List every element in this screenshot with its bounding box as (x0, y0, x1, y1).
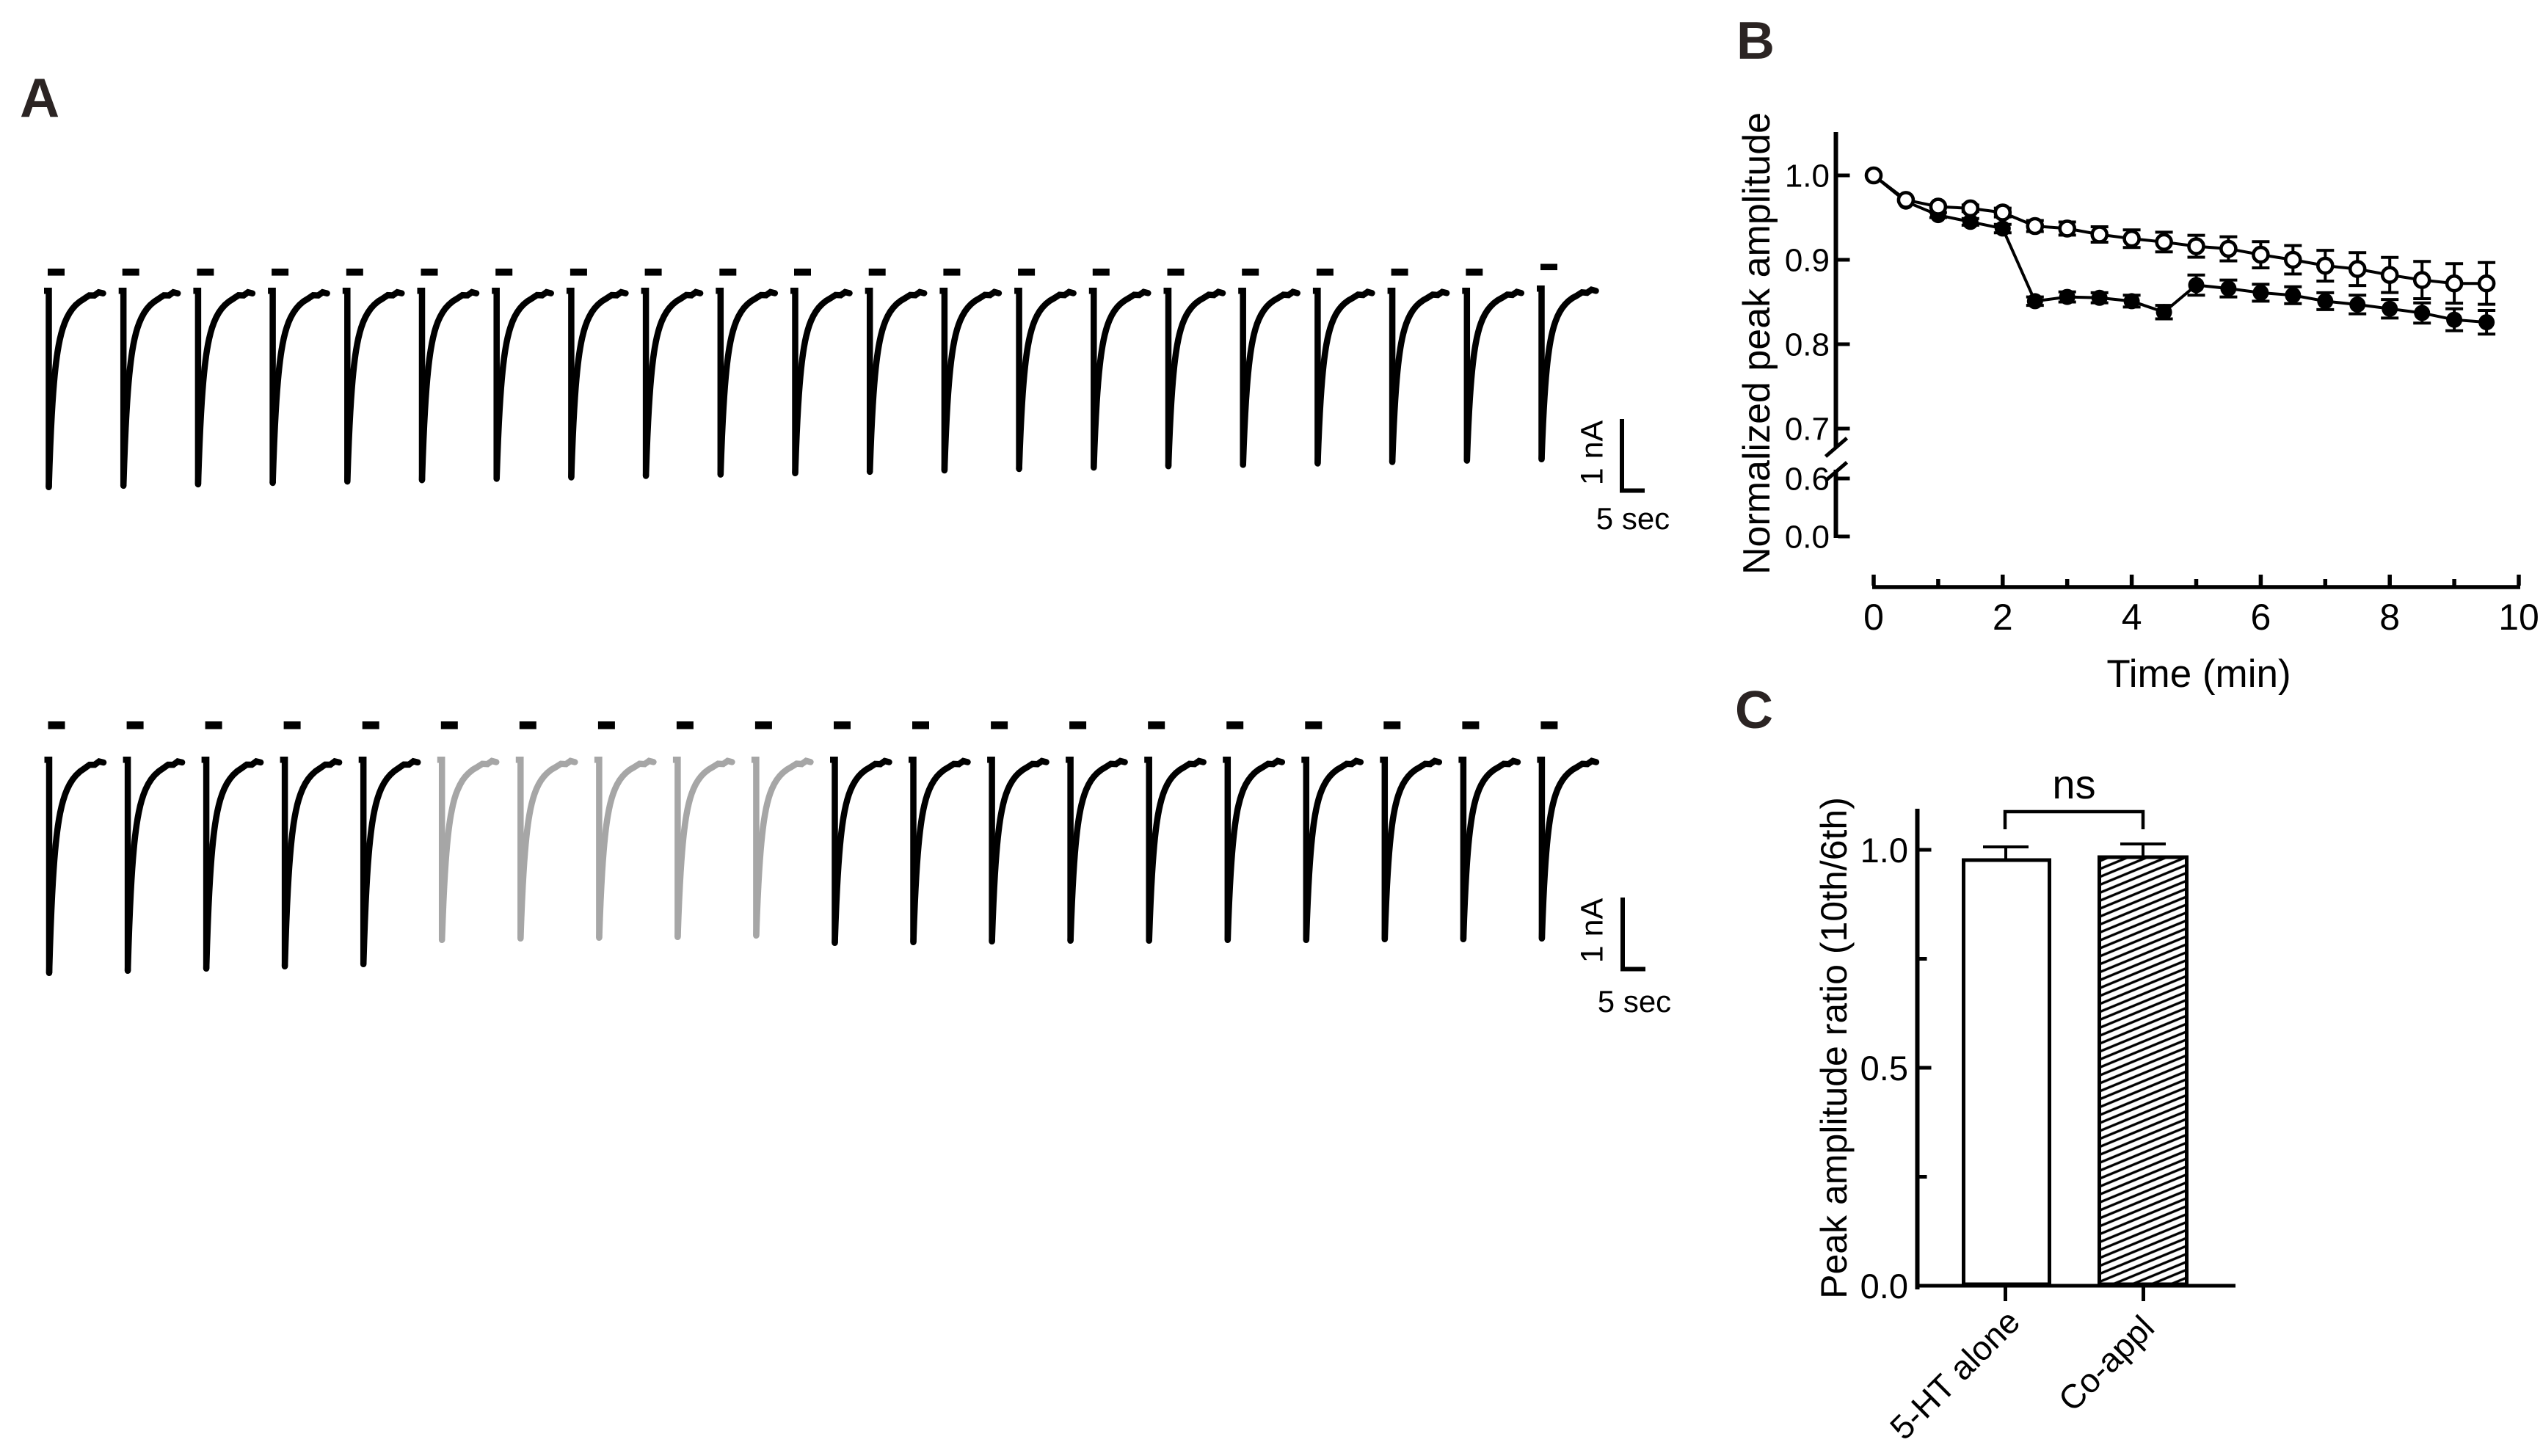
svg-text:0.8: 0.8 (1785, 327, 1830, 363)
svg-text:B: B (1736, 12, 1775, 70)
svg-text:0.6: 0.6 (1785, 462, 1830, 498)
svg-text:Time (min): Time (min) (2106, 652, 2291, 696)
svg-text:0.9: 0.9 (1785, 243, 1830, 279)
svg-text:0.7: 0.7 (1785, 412, 1830, 448)
svg-text:Normalized peak amplitude: Normalized peak amplitude (1736, 112, 1778, 575)
svg-text:0.5: 0.5 (1860, 1049, 1908, 1088)
svg-text:10: 10 (2498, 597, 2539, 638)
svg-text:2: 2 (1993, 597, 2013, 638)
svg-text:5 sec: 5 sec (1598, 984, 1671, 1019)
svg-text:6: 6 (2250, 597, 2271, 638)
svg-text:8: 8 (2379, 597, 2400, 638)
svg-text:0: 0 (1863, 597, 1884, 638)
svg-text:1 nA: 1 nA (1574, 898, 1609, 963)
svg-text:C: C (1735, 681, 1773, 740)
svg-text:0.0: 0.0 (1785, 520, 1830, 556)
svg-text:1.0: 1.0 (1785, 159, 1830, 194)
svg-text:4: 4 (2122, 597, 2142, 638)
svg-text:1 nA: 1 nA (1574, 420, 1609, 485)
svg-text:0.0: 0.0 (1860, 1267, 1908, 1306)
svg-text:Peak amplitude ratio (10th/6th: Peak amplitude ratio (10th/6th) (1813, 797, 1855, 1299)
svg-text:A: A (20, 67, 59, 128)
svg-text:1.0: 1.0 (1860, 831, 1908, 870)
svg-text:5 sec: 5 sec (1596, 501, 1670, 536)
svg-text:ns: ns (2052, 761, 2095, 807)
